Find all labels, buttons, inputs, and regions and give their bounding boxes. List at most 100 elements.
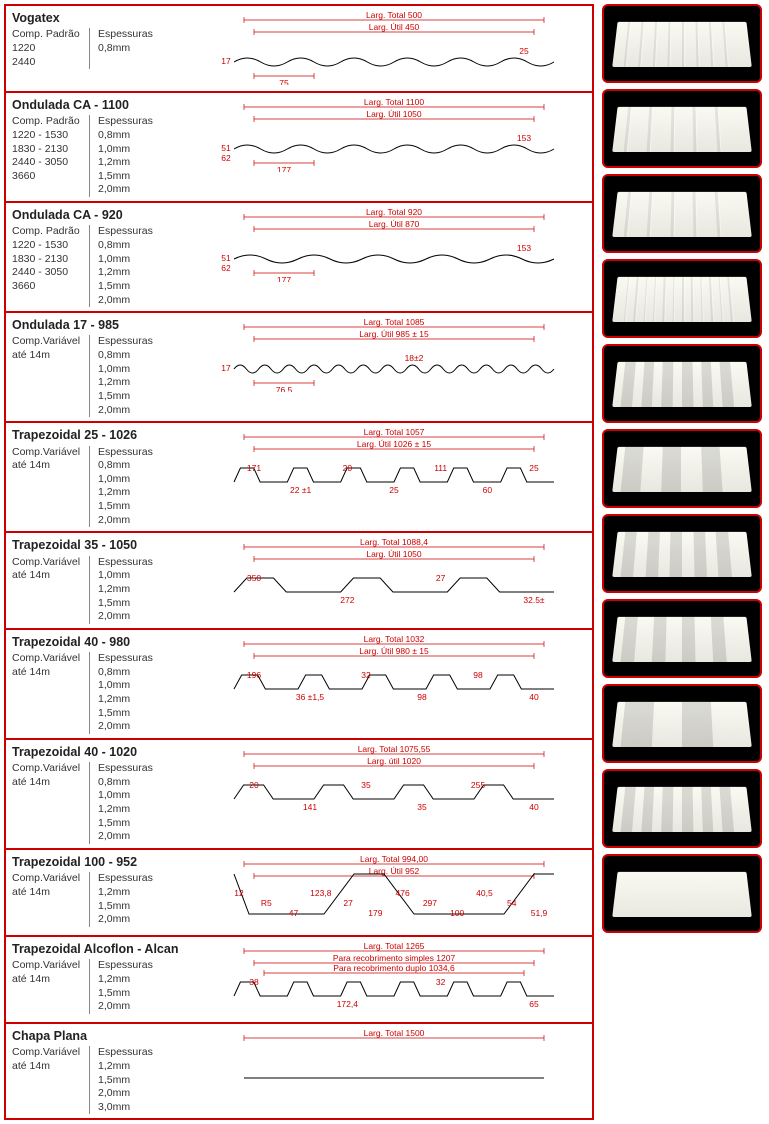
comp-label: Comp.Variável — [12, 556, 83, 570]
profile-diagram: Larg. Total 1088,4 Larg. Útil 1050350272… — [196, 533, 592, 627]
svg-text:141: 141 — [303, 802, 317, 812]
comp-value: 1830 - 2130 — [12, 253, 83, 267]
comp-value: até 14m — [12, 459, 83, 473]
thickness-value: 1,5mm — [98, 987, 153, 1001]
svg-text:Larg. Útil 870: Larg. Útil 870 — [369, 219, 420, 229]
comp-value: 3660 — [12, 280, 83, 294]
svg-text:47: 47 — [289, 908, 299, 918]
product-row: Chapa Plana Comp.Variávelaté 14m Espessu… — [6, 1024, 592, 1118]
comp-label: Comp.Variável — [12, 872, 83, 886]
svg-text:25: 25 — [529, 463, 539, 473]
svg-text:153: 153 — [517, 243, 531, 253]
profile-diagram: Larg. Total 1075,55 Larg. útil 102020141… — [196, 740, 592, 848]
svg-text:Larg. Total 1075,55: Larg. Total 1075,55 — [358, 744, 431, 754]
svg-text:Larg. Total 1088,4: Larg. Total 1088,4 — [360, 537, 428, 547]
svg-text:12: 12 — [234, 888, 244, 898]
svg-text:32: 32 — [361, 670, 371, 680]
svg-text:35: 35 — [361, 780, 371, 790]
thickness-value: 1,0mm — [98, 363, 153, 377]
comp-value: até 14m — [12, 886, 83, 900]
product-title: Trapezoidal 40 - 1020 — [12, 744, 190, 760]
thickness-value: 1,5mm — [98, 280, 153, 294]
svg-text:100: 100 — [450, 908, 464, 918]
svg-text:51,9: 51,9 — [531, 908, 548, 918]
comp-value: 1220 - 1530 — [12, 129, 83, 143]
svg-text:20: 20 — [343, 463, 353, 473]
svg-text:350: 350 — [247, 573, 261, 583]
svg-text:17: 17 — [221, 363, 231, 373]
thickness-value: 0,8mm — [98, 42, 153, 56]
svg-text:20: 20 — [249, 780, 259, 790]
svg-text:153: 153 — [517, 133, 531, 143]
thickness-value: 1,0mm — [98, 253, 153, 267]
comp-label: Comp. Padrão — [12, 115, 83, 129]
comp-value: 3660 — [12, 170, 83, 184]
svg-text:196: 196 — [247, 670, 261, 680]
thickness-label: Espessuras — [98, 115, 153, 129]
svg-text:27: 27 — [343, 898, 353, 908]
product-row: Ondulada CA - 1100 Comp. Padrão1220 - 15… — [6, 93, 592, 203]
product-row: Ondulada 17 - 985 Comp.Variávelaté 14m E… — [6, 313, 592, 423]
profile-diagram: Larg. Total 920 Larg. Útil 8705162 17715… — [196, 203, 592, 311]
thickness-value: 2,0mm — [98, 913, 153, 927]
product-row: Vogatex Comp. Padrão12202440 Espessuras0… — [6, 6, 592, 93]
svg-text:54: 54 — [507, 898, 517, 908]
product-photo — [602, 429, 762, 508]
product-photo — [602, 89, 762, 168]
svg-text:476: 476 — [396, 888, 410, 898]
thickness-value: 1,5mm — [98, 170, 153, 184]
product-row: Trapezoidal 25 - 1026 Comp.Variávelaté 1… — [6, 423, 592, 533]
thickness-value: 1,0mm — [98, 679, 153, 693]
svg-text:75: 75 — [279, 78, 289, 85]
svg-text:27: 27 — [436, 573, 446, 583]
svg-text:123,8: 123,8 — [310, 888, 332, 898]
comp-value: 1220 — [12, 42, 83, 56]
product-row: Trapezoidal 40 - 980 Comp.Variávelaté 14… — [6, 630, 592, 740]
thickness-value: 1,2mm — [98, 973, 153, 987]
thickness-label: Espessuras — [98, 959, 153, 973]
product-row: Trapezoidal 35 - 1050 Comp.Variávelaté 1… — [6, 533, 592, 629]
svg-text:Larg. Total 1057: Larg. Total 1057 — [364, 427, 425, 437]
product-title: Trapezoidal 40 - 980 — [12, 634, 190, 650]
thickness-value: 0,8mm — [98, 239, 153, 253]
thickness-value: 2,0mm — [98, 294, 153, 308]
svg-text:Larg. Útil 980 ± 15: Larg. Útil 980 ± 15 — [359, 646, 429, 656]
thickness-value: 1,2mm — [98, 583, 153, 597]
comp-value: até 14m — [12, 776, 83, 790]
comp-label: Comp.Variável — [12, 762, 83, 776]
thickness-value: 1,2mm — [98, 486, 153, 500]
svg-text:17: 17 — [221, 56, 231, 66]
svg-text:Larg. Útil 985 ± 15: Larg. Útil 985 ± 15 — [359, 329, 429, 339]
thickness-value: 0,8mm — [98, 666, 153, 680]
thickness-value: 1,2mm — [98, 1060, 153, 1074]
product-title: Ondulada 17 - 985 — [12, 317, 190, 333]
product-title: Trapezoidal Alcoflon - Alcan — [12, 941, 190, 957]
svg-text:22 ±1: 22 ±1 — [290, 485, 311, 495]
comp-value: até 14m — [12, 349, 83, 363]
svg-text:40,5: 40,5 — [476, 888, 493, 898]
profile-diagram: Larg. Total 1057 Larg. Útil 1026 ± 15171… — [196, 423, 592, 531]
svg-text:Larg. Útil 1050: Larg. Útil 1050 — [366, 109, 422, 119]
thickness-label: Espessuras — [98, 446, 153, 460]
comp-value: 1220 - 1530 — [12, 239, 83, 253]
profile-diagram: Larg. Total 1100 Larg. Útil 10505162 177… — [196, 93, 592, 201]
svg-text:32: 32 — [436, 977, 446, 987]
product-photo — [602, 4, 762, 83]
svg-text:Larg. Útil 450: Larg. Útil 450 — [369, 22, 420, 32]
product-row: Ondulada CA - 920 Comp. Padrão1220 - 153… — [6, 203, 592, 313]
product-photo — [602, 174, 762, 253]
svg-text:38: 38 — [249, 977, 259, 987]
thickness-label: Espessuras — [98, 762, 153, 776]
thickness-value: 1,5mm — [98, 817, 153, 831]
product-photo — [602, 344, 762, 423]
product-row: Trapezoidal 40 - 1020 Comp.Variávelaté 1… — [6, 740, 592, 850]
thickness-value: 0,8mm — [98, 349, 153, 363]
thickness-label: Espessuras — [98, 28, 153, 42]
comp-label: Comp.Variável — [12, 1046, 83, 1060]
thickness-value: 1,5mm — [98, 900, 153, 914]
svg-text:36 ±1,5: 36 ±1,5 — [296, 692, 325, 702]
product-title: Ondulada CA - 920 — [12, 207, 190, 223]
thickness-value: 1,2mm — [98, 266, 153, 280]
svg-text:Larg. Total 1100: Larg. Total 1100 — [364, 97, 424, 107]
svg-text:297: 297 — [423, 898, 437, 908]
